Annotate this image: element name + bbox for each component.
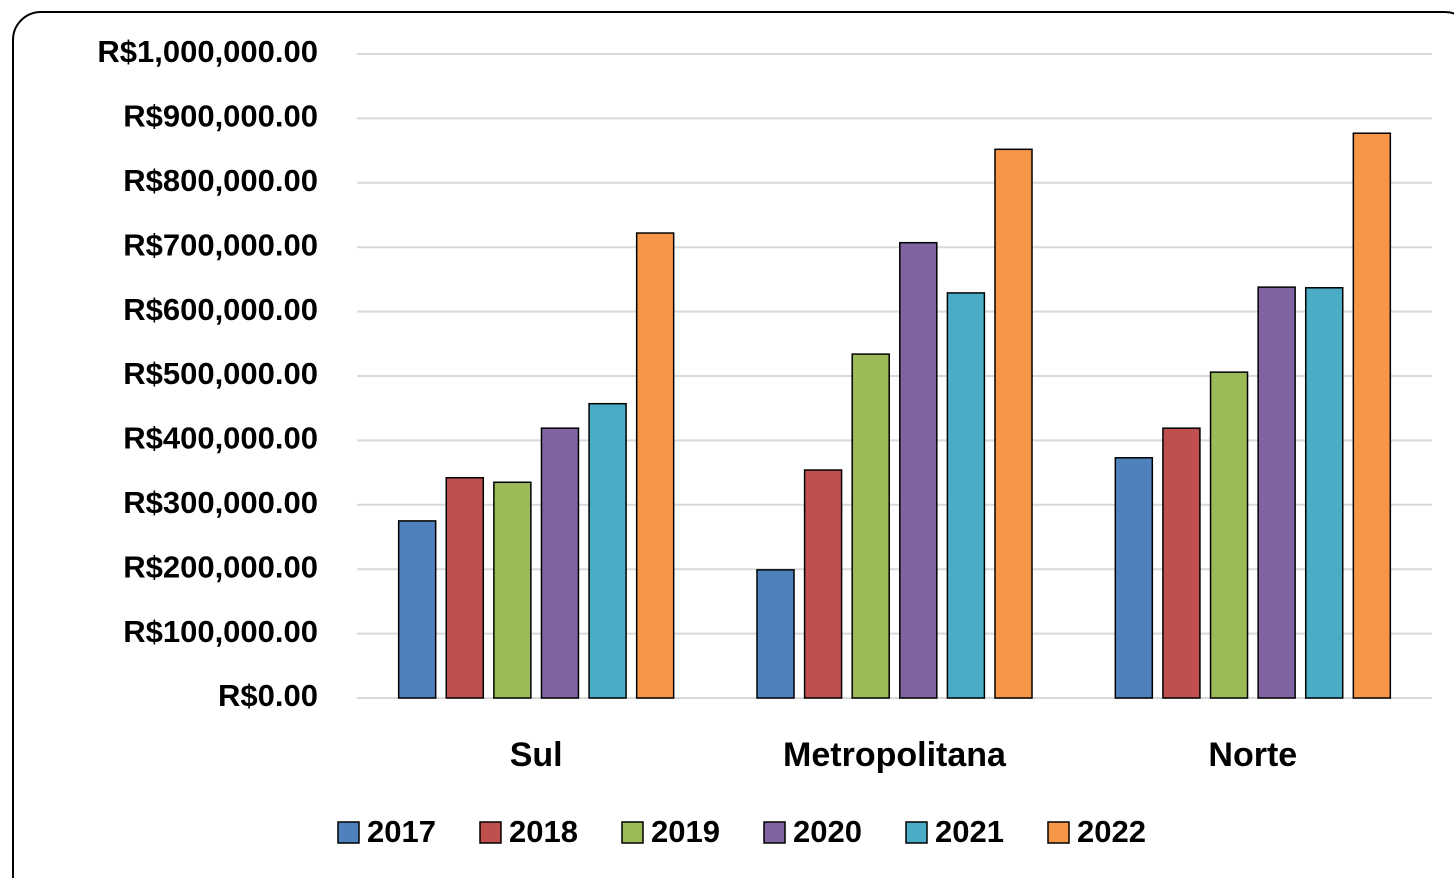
legend-swatch bbox=[905, 821, 928, 844]
y-tick-label: R$400,000.00 bbox=[123, 421, 318, 456]
chart-frame bbox=[12, 11, 1454, 878]
x-tick-label: Metropolitana bbox=[783, 736, 1007, 774]
legend-swatch bbox=[1047, 821, 1070, 844]
bar bbox=[994, 148, 1033, 699]
bar bbox=[1352, 132, 1392, 699]
bar bbox=[756, 569, 795, 699]
legend-label: 2018 bbox=[509, 814, 578, 849]
legend-label: 2019 bbox=[651, 814, 720, 849]
y-tick-label: R$300,000.00 bbox=[123, 485, 318, 520]
y-tick-label: R$600,000.00 bbox=[123, 292, 318, 327]
bar bbox=[1209, 371, 1249, 699]
bar bbox=[851, 353, 890, 699]
legend-swatch bbox=[479, 821, 502, 844]
bar bbox=[397, 520, 437, 699]
bar bbox=[899, 241, 938, 699]
legend-swatch bbox=[337, 821, 360, 844]
legend-swatch bbox=[763, 821, 786, 844]
bar bbox=[588, 402, 627, 699]
y-tick-label: R$1,000,000.00 bbox=[97, 34, 318, 69]
x-tick-label: Norte bbox=[1208, 736, 1297, 774]
legend-label: 2022 bbox=[1077, 814, 1146, 849]
y-tick-label: R$700,000.00 bbox=[123, 227, 318, 262]
legend-label: 2017 bbox=[367, 814, 436, 849]
bar bbox=[1257, 286, 1296, 699]
bar bbox=[493, 481, 532, 699]
y-tick-label: R$200,000.00 bbox=[123, 549, 318, 584]
y-tick-label: R$900,000.00 bbox=[123, 99, 318, 134]
y-tick-label: R$800,000.00 bbox=[123, 163, 318, 198]
y-tick-label: R$0.00 bbox=[218, 678, 318, 713]
bar bbox=[540, 427, 580, 699]
legend-swatch bbox=[621, 821, 644, 844]
bar bbox=[445, 477, 485, 699]
legend-label: 2021 bbox=[935, 814, 1004, 849]
bar bbox=[946, 292, 986, 699]
bar bbox=[1162, 427, 1201, 699]
bar bbox=[1114, 457, 1154, 699]
legend-label: 2020 bbox=[793, 814, 862, 849]
bar bbox=[635, 232, 675, 699]
y-tick-label: R$100,000.00 bbox=[123, 614, 318, 649]
x-tick-label: Sul bbox=[510, 736, 563, 774]
bar bbox=[1304, 287, 1344, 699]
y-tick-label: R$500,000.00 bbox=[123, 356, 318, 391]
bar bbox=[803, 469, 843, 699]
